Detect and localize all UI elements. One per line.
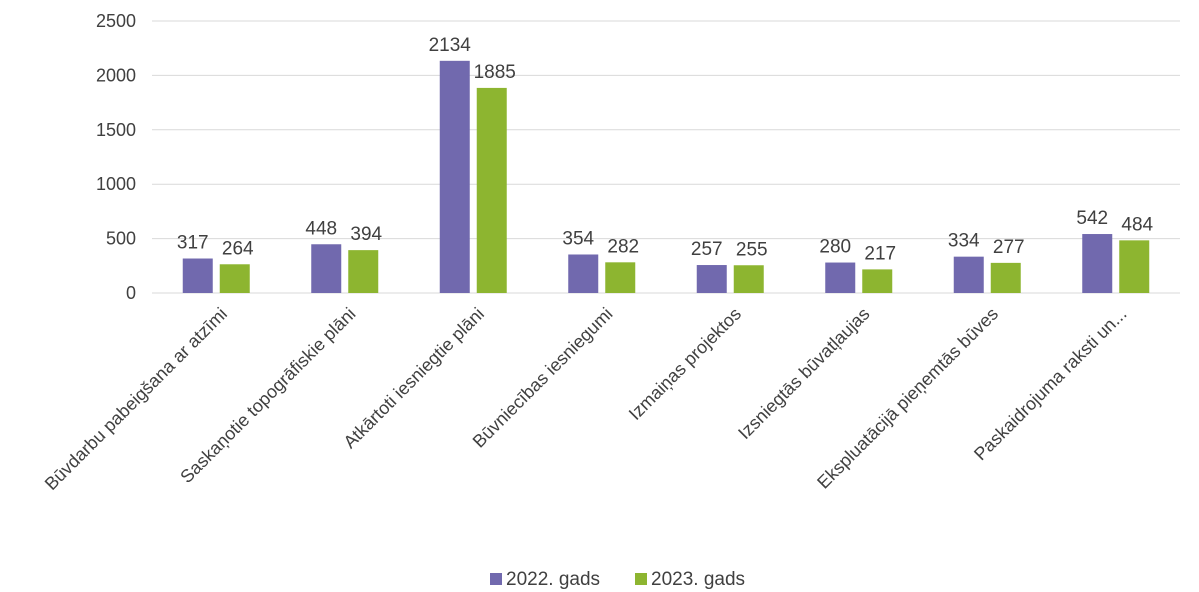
bar	[953, 256, 984, 293]
data-label: 448	[305, 218, 337, 239]
bar	[568, 254, 599, 293]
y-tick-label: 1500	[96, 120, 136, 140]
data-label: 334	[948, 231, 980, 252]
data-label: 2134	[429, 35, 472, 56]
legend-label: 2022. gads	[506, 569, 600, 590]
x-category-label: Izsniegtās būvatļaujas	[734, 304, 873, 443]
gridlines	[152, 20, 1180, 294]
data-label: 354	[562, 228, 594, 249]
y-tick-label: 2000	[96, 65, 136, 85]
bar	[862, 269, 893, 293]
data-label: 257	[691, 239, 723, 260]
y-tick-label: 1000	[96, 174, 136, 194]
bar	[1082, 234, 1113, 293]
data-label: 1885	[474, 62, 516, 83]
y-axis-tick-labels: 0 500 1000 1500 2000 2500	[96, 11, 136, 303]
y-tick-label: 2500	[96, 11, 136, 31]
x-category-label: Būvniecības iesniegumi	[469, 304, 617, 452]
data-label: 394	[350, 224, 382, 245]
bar	[219, 264, 250, 293]
bar	[733, 265, 764, 293]
legend-swatch	[635, 573, 647, 585]
data-label: 484	[1121, 214, 1153, 235]
bars	[182, 60, 1150, 293]
bar	[348, 250, 379, 293]
bar	[696, 265, 727, 293]
legend-label: 2023. gads	[651, 569, 745, 590]
legend: 2022. gads 2023. gads	[490, 569, 745, 590]
bar	[476, 87, 507, 293]
data-label: 277	[993, 237, 1025, 258]
data-label: 255	[736, 239, 768, 260]
bar	[1119, 240, 1150, 293]
y-tick-label: 500	[106, 229, 136, 249]
data-label: 217	[864, 243, 896, 264]
data-label: 542	[1076, 208, 1108, 229]
bar	[825, 262, 856, 293]
bar	[605, 262, 636, 293]
x-category-label: Atkārtoti iesniegtie plāni	[340, 304, 489, 453]
legend-swatch	[490, 573, 502, 585]
data-label: 280	[819, 237, 851, 258]
x-axis-category-labels: Būvdarbu pabeigšana ar atzīmiSaskaņotie …	[41, 304, 1131, 494]
data-label: 264	[222, 238, 254, 259]
data-label: 317	[177, 233, 209, 254]
data-label: 282	[607, 236, 639, 257]
bar	[182, 258, 213, 293]
bar	[311, 244, 342, 293]
y-tick-label: 0	[126, 283, 136, 303]
bar	[439, 60, 470, 293]
bar	[990, 262, 1021, 293]
x-category-label: Paskaidrojuma raksti un...	[970, 304, 1131, 465]
x-category-label: Izmaiņas projektos	[625, 304, 745, 424]
